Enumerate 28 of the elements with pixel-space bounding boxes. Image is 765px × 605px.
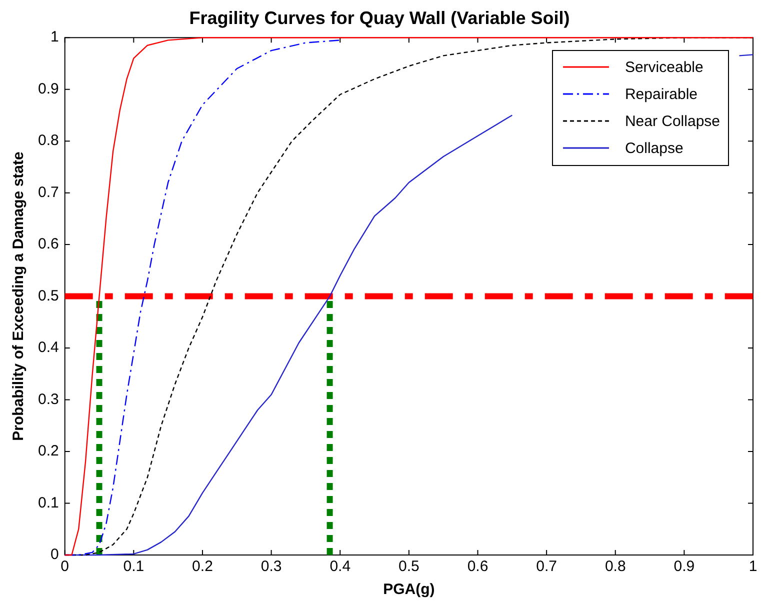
legend-label: Collapse bbox=[624, 138, 684, 159]
y-tick-label: 0.4 bbox=[38, 339, 59, 356]
x-tick-label: 0.1 bbox=[123, 558, 144, 576]
x-tick-label: 0.9 bbox=[674, 558, 695, 576]
y-tick-label: 0 bbox=[50, 546, 59, 564]
x-axis-title: PGA(g) bbox=[383, 581, 435, 598]
legend-label: Serviceable bbox=[624, 58, 704, 78]
x-tick-label: 0.6 bbox=[467, 558, 488, 576]
y-tick-label: 0.6 bbox=[38, 236, 59, 253]
legend-label: Near Collapse bbox=[624, 112, 720, 132]
legend-label: Repairable bbox=[624, 84, 698, 105]
x-tick-label: 0.8 bbox=[604, 558, 626, 576]
x-tick-label: 0.7 bbox=[536, 558, 557, 576]
x-tick-label: 1 bbox=[748, 558, 758, 576]
x-tick-label: 0.2 bbox=[192, 558, 213, 576]
chart-title: Fragility Curves for Quay Wall (Variable Soil) bbox=[189, 8, 570, 28]
x-tick-label: 0.4 bbox=[330, 558, 351, 576]
y-axis-title: Probability of Exceeding a Damage state bbox=[10, 152, 28, 441]
y-tick-label: 0.5 bbox=[38, 287, 59, 304]
y-tick-label: 1 bbox=[50, 28, 59, 46]
y-tick-label: 0.2 bbox=[38, 442, 59, 460]
y-tick-label: 0.7 bbox=[38, 184, 59, 201]
y-tick-label: 0.9 bbox=[38, 80, 59, 98]
x-tick-label: 0.5 bbox=[398, 558, 420, 576]
y-tick-label: 0.1 bbox=[38, 494, 59, 512]
y-tick-label: 0.3 bbox=[38, 390, 59, 408]
x-tick-label: 0.3 bbox=[260, 558, 282, 576]
y-tick-label: 0.8 bbox=[38, 132, 59, 150]
